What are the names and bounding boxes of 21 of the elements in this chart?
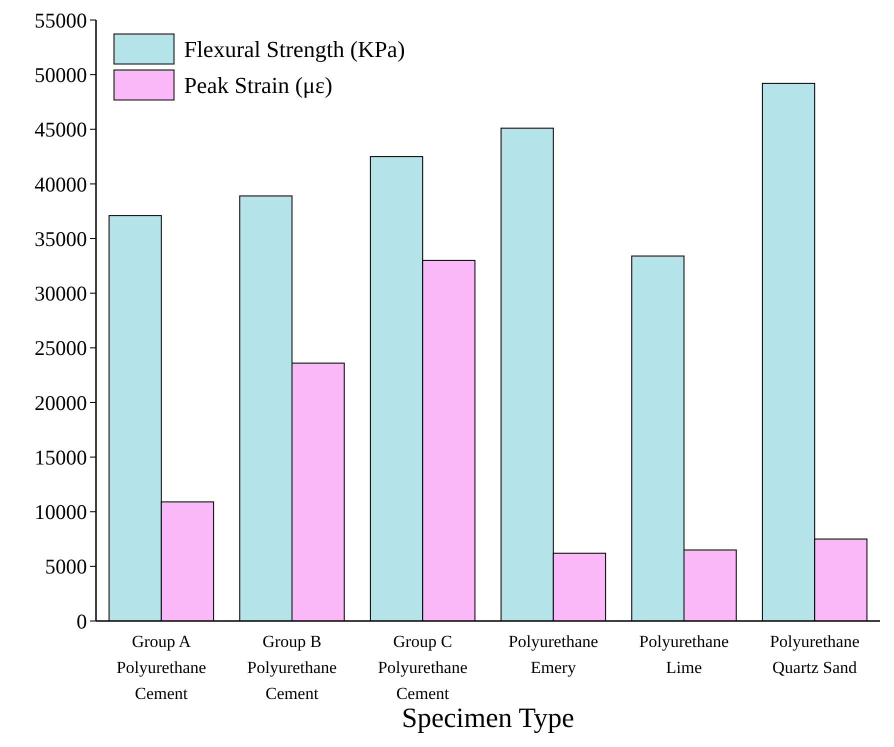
y-tick-label: 30000 (34, 282, 87, 306)
y-tick-label: 35000 (34, 226, 87, 251)
legend-label: Flexural Strength (KPa) (184, 37, 406, 62)
y-tick-label: 25000 (34, 336, 87, 360)
x-tick-label: Polyurethane Emery (508, 632, 598, 677)
y-tick-label: 50000 (34, 62, 87, 87)
y-tick-label: 45000 (34, 118, 87, 142)
y-tick-label: 0 (76, 609, 87, 634)
x-axis-title: Specimen Type (402, 703, 574, 734)
y-tick-label: 55000 (34, 8, 87, 32)
y-tick-label: 20000 (34, 390, 87, 415)
y-tick-label: 15000 (34, 445, 87, 470)
y-tick-label: 40000 (34, 172, 87, 196)
x-tick-label: Polyurethane Quartz Sand (770, 632, 860, 677)
y-tick-label: 10000 (34, 500, 87, 524)
x-tick-label: Group A Polyurethane Cement (116, 632, 206, 703)
legend-label: Peak Strain (με) (184, 73, 332, 98)
y-tick-label: 5000 (45, 554, 87, 579)
x-tick-label: Group C Polyurethane Cement (378, 632, 468, 703)
x-tick-label: Group B Polyurethane Cement (247, 632, 337, 703)
x-tick-label: Polyurethane Lime (639, 632, 729, 677)
